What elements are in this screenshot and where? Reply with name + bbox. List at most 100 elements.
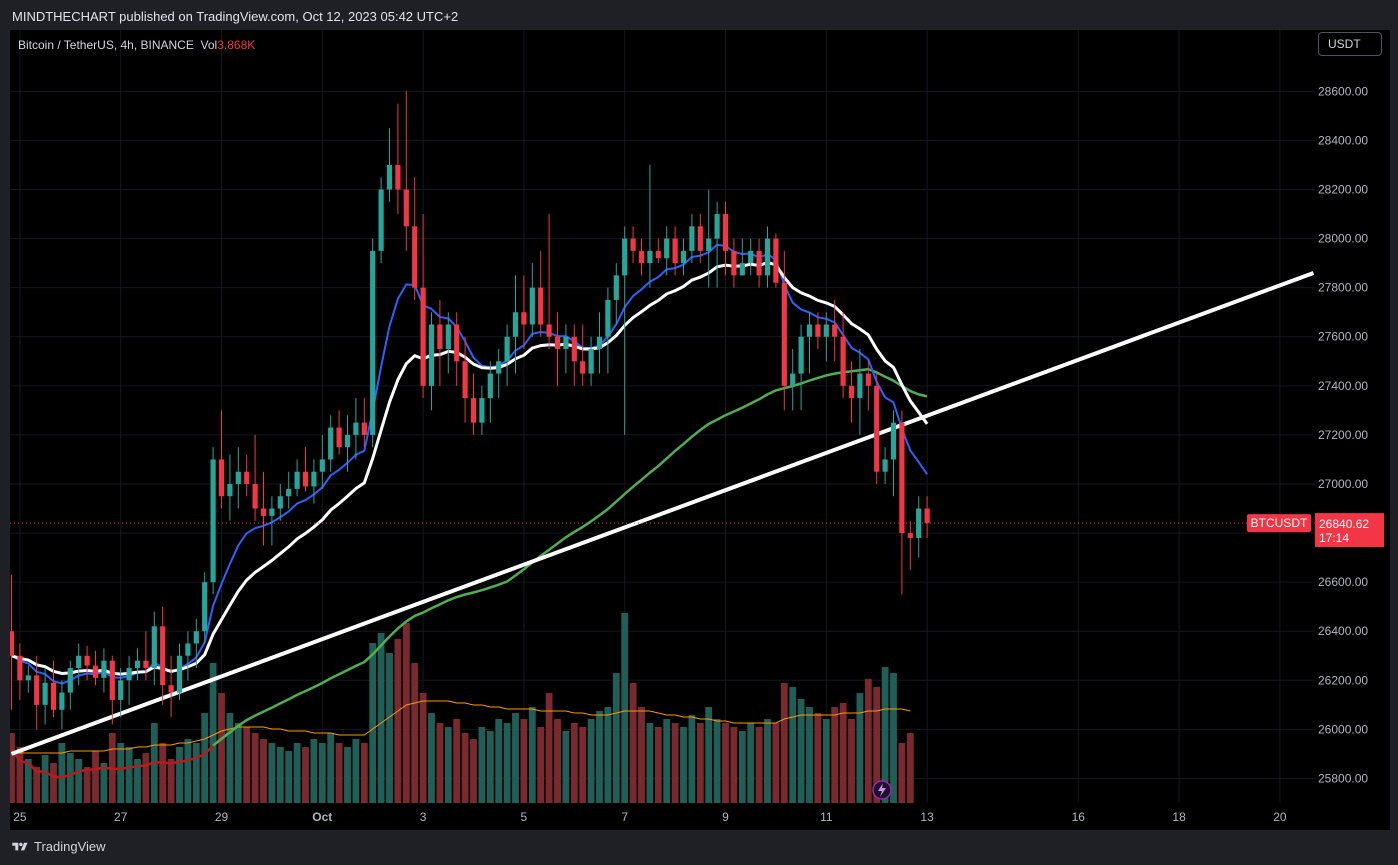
candle-body: [790, 373, 796, 386]
candle: [25, 665, 31, 693]
volume-bar: [209, 663, 217, 803]
candle-body: [403, 189, 409, 227]
candle: [319, 434, 325, 489]
candle: [722, 201, 729, 276]
candle: [697, 214, 703, 264]
candle-body: [67, 668, 73, 693]
candle: [437, 299, 443, 386]
volume-bar: [167, 759, 175, 803]
candle-body: [521, 312, 527, 325]
candle: [764, 226, 771, 288]
volume-bar: [369, 643, 377, 803]
candle-body: [10, 631, 15, 656]
candle-body: [764, 238, 771, 276]
time-tick-label: 7: [621, 810, 628, 824]
volume-bar: [360, 743, 368, 803]
candle: [361, 398, 367, 448]
volume-bar: [562, 731, 570, 803]
candle-body: [445, 324, 451, 350]
volume-bar: [688, 715, 696, 803]
currency-button[interactable]: USDT: [1318, 32, 1382, 56]
ema-fast-line: [10, 243, 928, 685]
volume-bar: [285, 751, 293, 803]
symbol-legend[interactable]: Bitcoin / TetherUS, 4h, BINANCE Vol3.868…: [18, 38, 255, 52]
volume-bar: [579, 727, 587, 803]
candle: [109, 655, 115, 725]
candle-body: [17, 655, 23, 681]
candle-body: [781, 282, 787, 386]
candle: [168, 655, 174, 718]
candle-body: [554, 336, 561, 350]
volume-bar: [453, 719, 461, 803]
price-axis[interactable]: 25800.00 26000.00 26200.00 26400.00 26600.00…: [1315, 30, 1390, 803]
chart-pane[interactable]: BTCUSDT: [10, 30, 1315, 803]
volume-bar: [856, 693, 864, 803]
candle-body: [596, 336, 603, 350]
volume-bar: [75, 759, 83, 803]
chart-plot[interactable]: BTCUSDT: [10, 30, 1315, 803]
candle-body: [512, 312, 519, 337]
candle: [378, 177, 384, 264]
candle-body: [773, 238, 779, 283]
candle: [790, 349, 796, 411]
candle-body: [185, 643, 191, 656]
candle-body: [865, 373, 871, 386]
candle: [899, 410, 905, 595]
volume-bar: [66, 753, 74, 803]
candle-body: [454, 324, 460, 362]
price-countdown: 17:14: [1319, 531, 1349, 545]
candle-body: [823, 324, 829, 337]
candle-body: [924, 508, 930, 524]
volume-bar: [142, 753, 150, 803]
volume-bar: [780, 683, 788, 803]
candle: [462, 336, 468, 423]
volume-bar: [268, 743, 276, 803]
volume-bar: [335, 743, 343, 803]
candle: [554, 312, 561, 386]
top-bar: MINDTHECHART published on TradingView.co…: [0, 0, 1398, 30]
volume-bar: [864, 679, 872, 803]
candle: [622, 226, 628, 435]
candle: [546, 214, 552, 350]
candle: [823, 312, 829, 362]
volume-bar: [251, 733, 259, 803]
candle-body: [319, 459, 325, 472]
candle: [143, 631, 149, 681]
time-axis[interactable]: 25 27 29 Oct 3 5 7 9 11 13 16 18 20: [10, 803, 1390, 830]
volume-bar: [192, 743, 200, 803]
candle: [832, 299, 838, 362]
tradingview-brand[interactable]: TradingView: [12, 839, 106, 854]
candle: [403, 91, 409, 251]
candle: [193, 618, 199, 669]
candle-body: [890, 422, 897, 460]
candle: [840, 312, 846, 399]
candle-body: [126, 668, 132, 681]
candle: [294, 459, 300, 497]
candle-body: [798, 336, 804, 374]
volume-bar: [705, 707, 713, 803]
candle-body: [748, 250, 754, 264]
candle-body: [722, 214, 729, 251]
volume-bar: [33, 767, 41, 803]
volume-bar: [125, 747, 133, 803]
volume-bar: [831, 707, 839, 803]
candle-body: [672, 238, 678, 264]
price-tick-label: 28000.00: [1318, 232, 1368, 246]
candle-body: [487, 373, 493, 399]
price-tick-label: 25800.00: [1318, 771, 1368, 785]
candle-body: [655, 250, 661, 259]
candle-body: [588, 349, 594, 374]
lightning-icon: [872, 780, 892, 800]
candle-body: [504, 336, 510, 362]
candle: [882, 447, 888, 484]
candle: [67, 660, 73, 710]
volume-bar: [184, 739, 192, 803]
long-ma-bull-segment: [212, 367, 928, 747]
candle: [34, 655, 40, 730]
volume-bar: [318, 743, 326, 803]
volume-bar: [444, 727, 452, 803]
candle: [521, 275, 527, 350]
symbol-price-tag: BTCUSDT: [1247, 514, 1311, 533]
candle-body: [714, 214, 720, 239]
volume-bar: [545, 693, 553, 803]
